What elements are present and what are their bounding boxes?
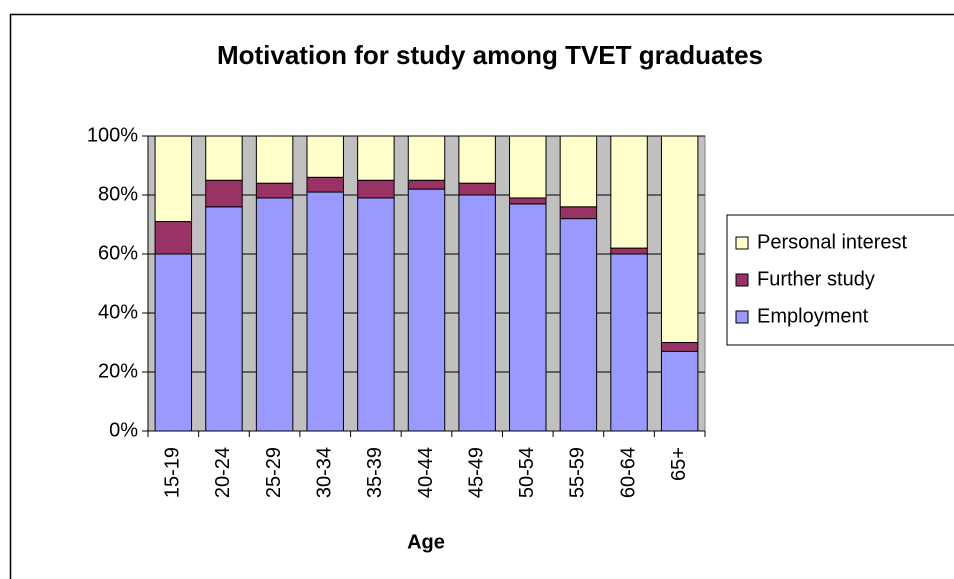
legend-label: Employment — [757, 305, 869, 327]
legend-swatch — [735, 236, 749, 250]
bar-segment — [205, 135, 243, 181]
bar-segment — [660, 342, 699, 352]
x-tick-label: 65+ — [668, 447, 690, 481]
bar-segment — [407, 135, 446, 181]
legend-swatch — [735, 310, 749, 324]
bar-segment — [357, 135, 395, 181]
bar-segment — [255, 182, 294, 199]
x-axis-title: Age — [407, 531, 445, 553]
bar-segment — [154, 253, 193, 432]
legend-label: Further study — [757, 268, 875, 290]
bar-segment — [255, 135, 294, 184]
bar-segment — [154, 135, 193, 223]
bar-segment — [154, 221, 193, 255]
bar-segment — [610, 247, 648, 255]
x-tick-label: 20-24 — [212, 447, 234, 498]
x-tick-label: 35-39 — [364, 447, 386, 498]
bar-segment — [559, 218, 598, 432]
bar-segment — [407, 188, 446, 432]
bar-segment — [559, 206, 598, 220]
chart-title: Motivation for study among TVET graduate… — [217, 40, 763, 70]
bar-segment — [306, 135, 344, 178]
bar-segment — [610, 135, 648, 249]
x-tick-label: 60-64 — [617, 447, 639, 498]
bar-segment — [357, 197, 395, 432]
bar-segment — [205, 206, 243, 432]
bar-segment — [458, 182, 496, 196]
y-tick-label: 100% — [87, 124, 138, 146]
y-tick-label: 0% — [109, 419, 138, 441]
x-tick-label: 15-19 — [162, 447, 184, 498]
bar-segment — [509, 197, 547, 205]
bar-segment — [660, 350, 699, 432]
bar-segment — [306, 176, 344, 193]
y-tick-label: 40% — [98, 301, 138, 323]
bar-segment — [407, 179, 446, 190]
bar-segment — [610, 253, 648, 432]
bar-segment — [205, 179, 243, 208]
y-tick-label: 80% — [98, 183, 138, 205]
x-tick-label: 40-44 — [415, 447, 437, 498]
y-tick-label: 20% — [98, 360, 138, 382]
bar-segment — [509, 135, 547, 199]
x-tick-label: 50-54 — [516, 447, 538, 498]
bar-segment — [458, 194, 496, 432]
legend-swatch — [735, 273, 749, 287]
bar-segment — [660, 135, 699, 343]
legend-label: Personal interest — [757, 231, 908, 253]
x-tick-label: 30-34 — [314, 447, 336, 498]
x-tick-label: 55-59 — [567, 447, 589, 498]
legend-box — [726, 214, 954, 346]
bar-segment — [509, 203, 547, 432]
bar-segment — [559, 135, 598, 208]
y-tick-label: 60% — [98, 242, 138, 264]
bar-segment — [357, 179, 395, 199]
x-tick-label: 25-29 — [263, 447, 285, 498]
bar-segment — [306, 191, 344, 432]
bar-segment — [458, 135, 496, 184]
x-tick-label: 45-49 — [465, 447, 487, 498]
bar-segment — [255, 197, 294, 432]
